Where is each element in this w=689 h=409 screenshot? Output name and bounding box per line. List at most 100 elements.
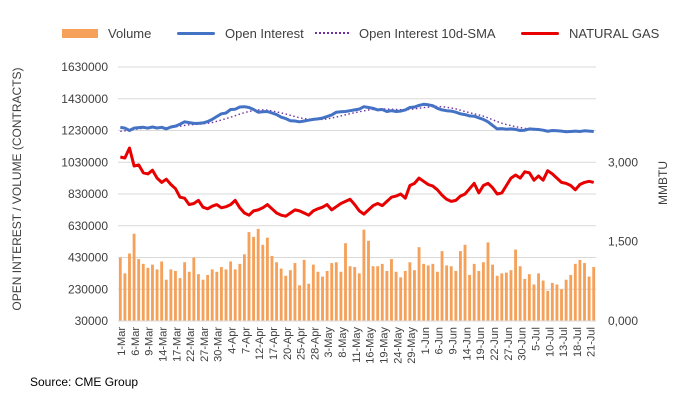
volume-bar — [569, 274, 573, 321]
x-tick-label: 27-Mar — [199, 327, 211, 362]
volume-bar — [151, 264, 154, 321]
volume-bar — [183, 262, 187, 321]
y-right-tick-label: 3,000 — [608, 155, 638, 169]
x-tick-label: 9-Jun — [448, 327, 460, 355]
y-axis-right-ticks: 3,000 1,500 0,000 — [608, 155, 638, 328]
volume-bar — [509, 270, 513, 321]
volume-bar — [500, 273, 504, 321]
volume-bar — [458, 251, 462, 321]
legend-natural-gas: NATURAL GAS — [521, 22, 659, 44]
volume-bar — [279, 268, 283, 321]
volume-bar — [445, 265, 449, 321]
legend-sma: Open Interest 10d-SMA — [315, 22, 496, 44]
volume-bar — [174, 270, 177, 321]
volume-bar — [229, 261, 233, 321]
x-tick-label: 10-Jul — [544, 327, 556, 357]
x-tick-label: 13-Jul — [558, 327, 570, 357]
volume-bar — [376, 266, 380, 321]
y-left-tick-label: 30000 — [75, 314, 109, 328]
volume-bar — [413, 270, 416, 321]
x-tick-label: 21-Jul — [586, 327, 598, 357]
volume-bar — [219, 267, 223, 321]
volume-bar — [155, 269, 159, 321]
volume-bar — [344, 243, 347, 321]
series-lines — [119, 102, 595, 218]
legend: Volume Open Interest Open Interest 10d-S… — [0, 22, 689, 44]
volume-bar — [454, 270, 458, 321]
volume-bar — [504, 272, 508, 321]
volume-bar — [371, 266, 375, 321]
volume-bar — [164, 279, 168, 321]
volume-bar — [118, 257, 122, 321]
open-interest-swatch-icon — [177, 31, 215, 35]
volume-bar — [238, 263, 242, 321]
legend-open-interest-label: Open Interest — [225, 25, 304, 41]
volume-bar — [252, 236, 256, 321]
x-tick-label: 19-May — [378, 327, 390, 364]
x-tick-label: 8-May — [337, 327, 349, 358]
volume-bar — [275, 262, 278, 321]
x-tick-label: 20-Apr — [282, 327, 294, 360]
sma-line — [120, 105, 594, 132]
volume-bar — [242, 254, 246, 321]
y-left-tick-label: 1030000 — [61, 155, 108, 169]
volume-bar — [546, 290, 550, 321]
x-tick-label: 30-Jun — [517, 327, 529, 361]
volume-bar — [233, 269, 237, 321]
volume-bar — [527, 274, 531, 321]
x-tick-label: 12-Apr — [254, 327, 266, 360]
x-tick-label: 25-Apr — [296, 327, 308, 360]
volume-bar — [137, 259, 141, 321]
x-tick-label: 14-Mar — [157, 327, 169, 362]
volume-bar — [311, 264, 315, 321]
volume-bar — [468, 274, 472, 321]
volume-bar — [330, 263, 334, 321]
volume-bar — [399, 277, 403, 321]
volume-bar — [481, 262, 485, 321]
volume-bar — [247, 232, 251, 321]
volume-bar — [316, 271, 320, 321]
volume-bar — [307, 283, 311, 321]
volume-bar — [325, 270, 329, 321]
y-left-tick-label: 830000 — [68, 187, 108, 201]
volume-bar — [187, 271, 191, 321]
volume-bar — [197, 274, 200, 321]
volume-bar — [449, 266, 453, 321]
x-tick-label: 3-May — [323, 327, 335, 358]
volume-bars — [118, 228, 596, 321]
x-tick-label: 6-Jun — [434, 327, 446, 355]
volume-bar — [357, 273, 361, 321]
legend-volume-label: Volume — [108, 25, 152, 41]
volume-bar — [573, 263, 577, 321]
x-tick-label: 17-Apr — [268, 327, 280, 360]
x-tick-label: 1-Mar — [116, 327, 128, 356]
source-note: Source: CME Group — [30, 375, 139, 389]
volume-bar — [141, 263, 145, 321]
legend-volume: Volume — [62, 22, 151, 44]
y-left-tick-label: 630000 — [68, 219, 108, 233]
volume-bar — [550, 282, 554, 321]
y-right-tick-label: 0,000 — [608, 314, 638, 328]
volume-bar — [422, 263, 426, 321]
volume-bar — [132, 233, 136, 321]
volume-bar — [380, 263, 384, 321]
volume-bar — [210, 269, 214, 321]
y-axis-left-title: OPEN INTEREST / VOLUME (CONTRACTS) — [10, 67, 24, 311]
x-tick-label: 7-Apr — [240, 327, 252, 354]
volume-bar — [169, 269, 173, 321]
volume-bar — [592, 267, 596, 321]
volume-bar — [215, 271, 219, 321]
y-axis-left-ticks: 1630000 1430000 1230000 1030000 830000 630000… — [61, 60, 108, 328]
natural-gas-line — [119, 146, 595, 218]
volume-bar — [288, 270, 292, 321]
volume-bar — [564, 279, 568, 321]
sma-swatch-icon — [315, 32, 349, 34]
volume-bar — [431, 263, 435, 321]
volume-bar — [537, 273, 540, 321]
x-tick-label: 22-Jun — [489, 327, 501, 361]
volume-bar — [160, 261, 164, 321]
volume-bar — [472, 263, 476, 321]
volume-bar — [362, 229, 366, 321]
volume-bar — [293, 263, 297, 321]
